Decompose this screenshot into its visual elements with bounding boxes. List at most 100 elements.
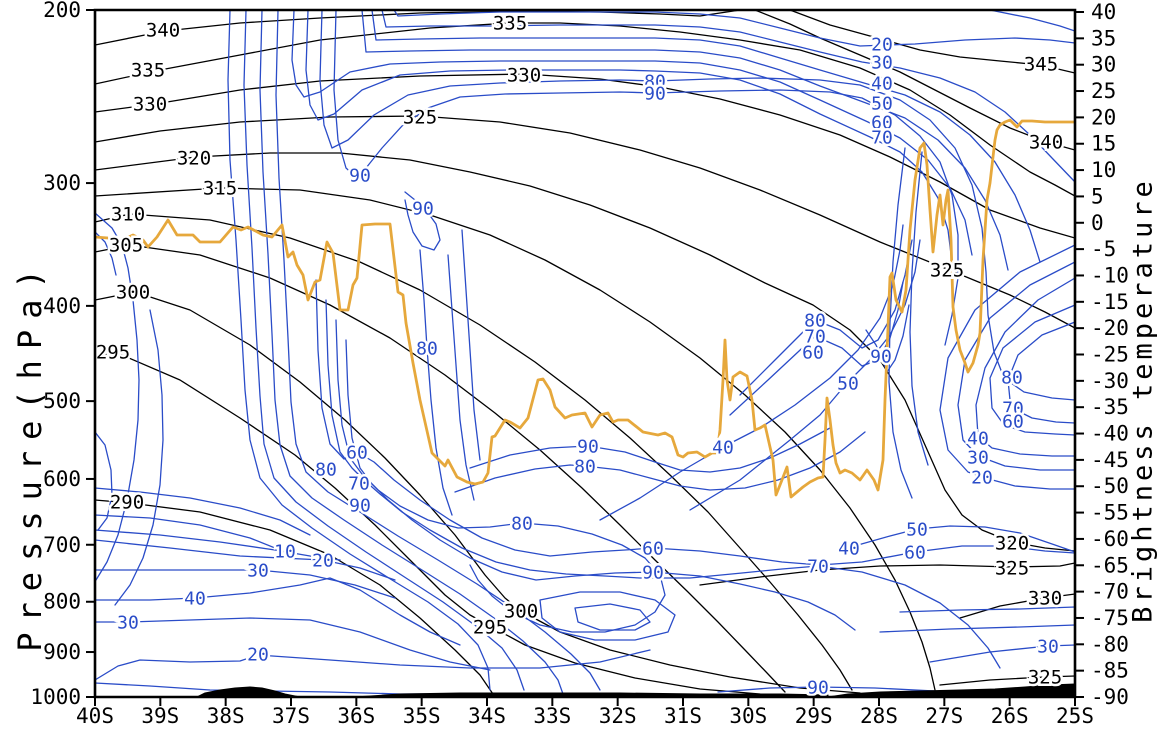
contour-blue-40 [899,606,1075,613]
pressure-tick-label: 300 [43,171,81,195]
latitude-tick-label: 31S [664,704,702,728]
contour-label-blue: 60 [346,442,368,463]
pressure-tick-label: 900 [43,640,81,664]
brightness-tick-label: -50 [1091,474,1129,498]
contour-label-blue: 50 [837,373,859,394]
contour-blue-10 [95,487,311,536]
contour-blue-30 [95,569,396,599]
contour-blue-80 [319,10,1075,401]
brightness-tick-label: -15 [1091,290,1129,314]
contour-label-black: 330 [133,94,167,116]
contour-label-blue: 20 [971,467,993,488]
contour-label-blue: 90 [349,165,371,186]
brightness-tick-label: -70 [1091,580,1129,604]
contour-blue-70 [729,281,904,416]
contour-blue-80 [739,239,913,396]
contour-label-black: 325 [1028,667,1062,689]
contour-label-blue: 80 [574,456,596,477]
contour-black-345 [789,10,1075,74]
contour-label-blue: 40 [967,428,989,449]
contour-blue-90 [345,339,856,631]
contour-black-340 [754,10,1075,151]
contour-label-black: 320 [995,533,1029,555]
contour-blue-50 [857,525,1075,553]
contour-label-black: 325 [930,260,964,282]
contour-blue-30 [243,10,525,691]
brightness-tick-label: -75 [1091,606,1129,630]
brightness-tick-label: 30 [1091,53,1116,77]
contour-label-black: 345 [1024,54,1058,76]
contour-blue-70 [325,299,1001,669]
latitude-tick-label: 39S [141,704,179,728]
contour-label-blue: 70 [1002,398,1024,419]
contour-label-blue: 30 [871,52,893,73]
latitude-tick-label: 29S [795,704,833,728]
contour-label-black: 295 [96,342,130,364]
contour-blue-40 [371,10,1041,263]
contour-blue-90 [888,147,913,499]
contour-label-black: 335 [493,13,527,35]
contour-label-blue: 50 [871,93,893,114]
latitude-tick-label: 25S [1056,704,1094,728]
contour-blue-50 [689,239,921,511]
latitude-tick-label: 34S [468,704,506,728]
pressure-axis-title: Pressure(hPa) [11,258,49,652]
contour-black-325 [95,115,1075,329]
contour-label-blue: 40 [871,73,893,94]
contour-label-black: 305 [109,235,143,257]
contour-label-blue: 40 [184,588,206,609]
contour-label-black: 290 [110,492,144,514]
latitude-tick-label: 32S [599,704,637,728]
brightness-tick-label: 25 [1091,79,1116,103]
contour-label-blue: 80 [416,338,438,359]
contour-blue-20 [95,539,396,581]
contour-label-blue: 90 [412,198,434,219]
contour-black-330 [959,593,1075,619]
contour-blue-80 [909,151,929,466]
contour-blue-30 [929,644,1075,663]
contour-blue-60 [291,10,973,256]
contour-label-blue: 90 [349,495,371,516]
contour-blue-90 [574,603,651,631]
contour-label-black: 295 [473,617,507,639]
contour-blue-30 [95,617,491,671]
contour-black-325 [699,562,1075,586]
contour-label-blue: 20 [247,644,269,665]
brightness-tick-label: 10 [1091,158,1116,182]
contour-blue-40 [95,577,461,646]
brightness-tick-label: -5 [1091,237,1116,261]
brightness-tick-label: -30 [1091,369,1129,393]
contour-label-black: 310 [111,204,145,226]
brightness-tick-label: 0 [1091,211,1104,235]
brightness-tick-label: -35 [1091,395,1129,419]
contour-label-blue: 60 [642,538,664,559]
brightness-tick-label: -60 [1091,527,1129,551]
contour-blue-70 [305,10,953,263]
brightness-temperature-trace [95,118,1075,499]
contour-blue-30 [381,10,1075,183]
contour-black-325 [939,675,1075,686]
latitude-tick-label: 36S [337,704,375,728]
contour-blue-80 [454,431,866,493]
contour-blue-90 [469,427,831,473]
latitude-tick-label: 28S [860,704,898,728]
pressure-tick-label: 400 [43,294,81,318]
latitude-tick-label: 40S [76,704,114,728]
contour-label-black: 330 [1028,588,1062,610]
contour-blue-90 [404,191,441,251]
contour-blue-80 [335,319,666,633]
contour-blue-70 [1007,321,1075,424]
contour-label-blue: 90 [870,346,892,367]
contour-label-blue: 80 [804,310,826,331]
contour-label-blue: 90 [577,436,599,457]
latitude-tick-label: 35S [403,704,441,728]
contour-black-310 [95,213,853,691]
contour-label-black: 325 [995,558,1029,580]
contour-label-blue: 30 [247,560,269,581]
contour-blue-20 [939,244,1075,490]
pressure-tick-label: 500 [43,389,81,413]
contour-label-black: 330 [507,65,541,87]
contour-label-black: 335 [131,60,165,82]
latitude-tick-label: 30S [729,704,767,728]
contour-label-blue: 90 [644,83,666,104]
